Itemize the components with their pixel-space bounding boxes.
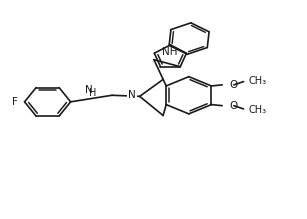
Text: O: O (230, 101, 238, 111)
Text: N: N (85, 85, 93, 95)
Text: H: H (89, 88, 97, 98)
Text: NH: NH (162, 47, 177, 57)
Text: O: O (230, 80, 238, 90)
Text: N: N (128, 90, 136, 100)
Text: CH₃: CH₃ (248, 76, 266, 86)
Text: CH₃: CH₃ (248, 105, 266, 115)
Text: F: F (12, 97, 18, 107)
